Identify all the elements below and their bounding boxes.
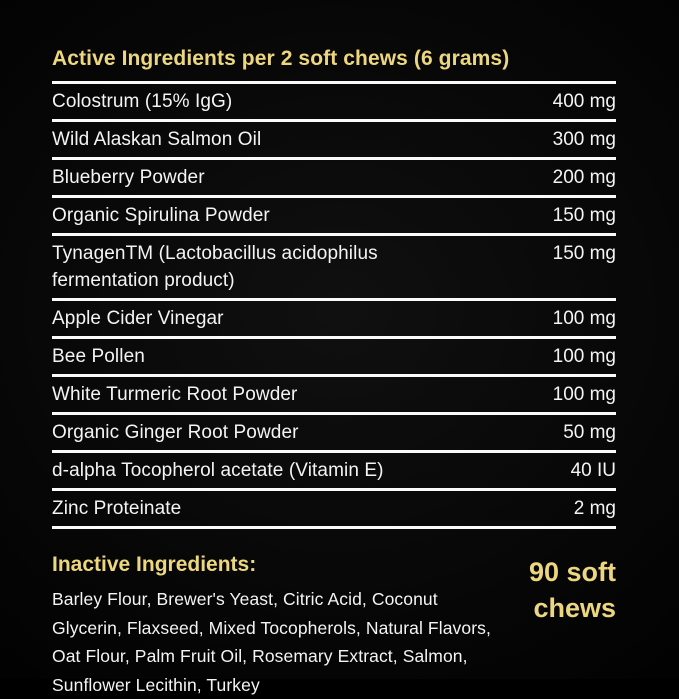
ingredient-amount: 100 mg (541, 343, 616, 370)
ingredient-amount: 40 IU (559, 457, 616, 484)
ingredient-row: White Turmeric Root Powder 100 mg (52, 377, 616, 415)
ingredient-row: Wild Alaskan Salmon Oil 300 mg (52, 122, 616, 160)
inactive-ingredients-line: Glycerin, Flaxseed, Mixed Tocopherols, N… (52, 614, 492, 643)
ingredient-name: Zinc Proteinate (52, 495, 181, 522)
ingredient-row: Organic Spirulina Powder 150 mg (52, 198, 616, 236)
ingredient-amount: 100 mg (541, 305, 616, 332)
ingredient-name: TynagenTM (Lactobacillus acidophilus fer… (52, 240, 452, 294)
ingredients-table: Colostrum (15% IgG) 400 mg Wild Alaskan … (52, 81, 616, 529)
inactive-ingredients-list: Barley Flour, Brewer's Yeast, Citric Aci… (52, 585, 492, 699)
ingredient-row: Bee Pollen 100 mg (52, 339, 616, 377)
ingredient-row: TynagenTM (Lactobacillus acidophilus fer… (52, 236, 616, 301)
ingredient-amount: 300 mg (541, 126, 616, 153)
ingredient-name: d-alpha Tocopherol acetate (Vitamin E) (52, 457, 384, 484)
inactive-ingredients-line: Barley Flour, Brewer's Yeast, Citric Aci… (52, 585, 492, 614)
supplement-facts-label: Active Ingredients per 2 soft chews (6 g… (52, 46, 616, 699)
inactive-ingredients-heading: Inactive Ingredients: (52, 552, 492, 578)
bottom-section: Inactive Ingredients: Barley Flour, Brew… (52, 552, 616, 699)
inactive-ingredients-section: Inactive Ingredients: Barley Flour, Brew… (52, 552, 492, 699)
ingredient-name: Blueberry Powder (52, 164, 205, 191)
ingredient-name: Organic Spirulina Powder (52, 202, 270, 229)
ingredient-amount: 150 mg (541, 240, 616, 267)
ingredient-name: White Turmeric Root Powder (52, 381, 297, 408)
ingredient-amount: 2 mg (562, 495, 616, 522)
ingredient-row: Zinc Proteinate 2 mg (52, 491, 616, 529)
ingredient-amount: 100 mg (541, 381, 616, 408)
ingredient-row: Apple Cider Vinegar 100 mg (52, 301, 616, 339)
ingredient-amount: 50 mg (551, 419, 616, 446)
ingredient-name: Colostrum (15% IgG) (52, 88, 232, 115)
ingredient-row: d-alpha Tocopherol acetate (Vitamin E) 4… (52, 453, 616, 491)
ingredient-name: Bee Pollen (52, 343, 145, 370)
active-ingredients-title: Active Ingredients per 2 soft chews (6 g… (52, 46, 616, 72)
soft-chews-count: 90 soft chews (492, 554, 616, 626)
ingredient-row: Organic Ginger Root Powder 50 mg (52, 415, 616, 453)
ingredient-row: Colostrum (15% IgG) 400 mg (52, 84, 616, 122)
inactive-ingredients-line: Sunflower Lecithin, Turkey (52, 671, 492, 699)
ingredient-name: Apple Cider Vinegar (52, 305, 224, 332)
ingredient-amount: 400 mg (541, 88, 616, 115)
ingredient-name: Wild Alaskan Salmon Oil (52, 126, 261, 153)
ingredient-name: Organic Ginger Root Powder (52, 419, 299, 446)
inactive-ingredients-line: Oat Flour, Palm Fruit Oil, Rosemary Extr… (52, 642, 492, 671)
ingredient-amount: 200 mg (541, 164, 616, 191)
ingredient-amount: 150 mg (541, 202, 616, 229)
ingredient-row: Blueberry Powder 200 mg (52, 160, 616, 198)
